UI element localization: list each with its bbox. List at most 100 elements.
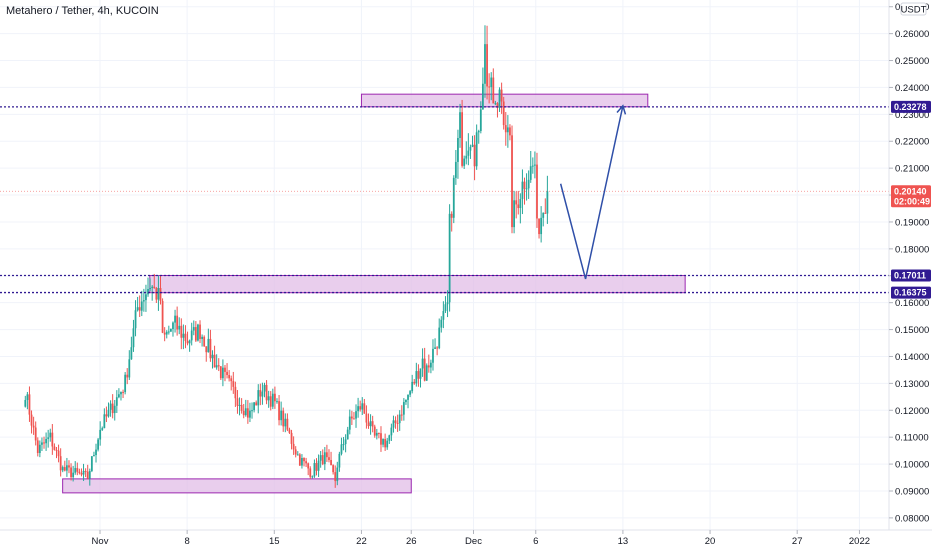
candle-down — [51, 432, 54, 447]
candle-up — [519, 199, 522, 209]
price-zone — [149, 274, 686, 294]
candle-up — [344, 439, 347, 445]
candle-up — [527, 179, 530, 189]
candle-down — [219, 366, 222, 379]
price-tick-label: 0.18000 — [895, 244, 929, 255]
candle-down — [155, 288, 158, 300]
candle-up — [479, 109, 482, 132]
candle-down — [199, 324, 201, 339]
price-tick-label: 0.16000 — [895, 298, 929, 309]
candle-down — [236, 398, 239, 406]
time-axis[interactable]: Nov 8 15 22 26 Dec 6 13 20 27 2022 — [92, 530, 870, 547]
candle-up — [47, 437, 50, 439]
candle-up — [434, 347, 436, 349]
candle-up — [392, 420, 395, 428]
time-tick-label: 20 — [705, 536, 716, 547]
candle-up — [24, 399, 27, 407]
candle-up — [425, 365, 428, 381]
candle-up — [402, 402, 405, 415]
candle-down — [288, 429, 291, 433]
candle-up — [469, 146, 472, 151]
candle-down — [321, 455, 324, 465]
candle-down — [228, 375, 231, 379]
candle-up — [513, 200, 515, 228]
candle-down — [450, 213, 453, 218]
countdown-label: 02:00:49 — [894, 196, 930, 206]
candle-down — [367, 422, 370, 427]
candle-up — [174, 315, 176, 323]
candle-down — [70, 467, 72, 478]
currency-unit-box[interactable] — [900, 2, 927, 16]
candle-down — [274, 393, 276, 402]
price-badge-label: 0.20140 — [894, 186, 927, 196]
candle-up — [251, 410, 253, 412]
candle-up — [482, 83, 484, 110]
candle-down — [209, 338, 212, 359]
candle-up — [142, 300, 145, 302]
candle-up — [342, 444, 345, 446]
candle-down — [353, 418, 355, 420]
candle-up — [90, 456, 93, 472]
time-tick-label: 8 — [185, 536, 190, 547]
candle-up — [165, 331, 168, 335]
candle-down — [359, 406, 362, 410]
candle-down — [278, 401, 280, 421]
candle-up — [97, 439, 99, 450]
candle-up — [38, 444, 41, 454]
candle-down — [350, 416, 353, 419]
price-zone — [62, 478, 412, 494]
price-tick-label: 0.19000 — [895, 217, 929, 228]
candle-up — [253, 402, 255, 411]
candle-down — [126, 374, 129, 378]
candle-down — [326, 452, 328, 458]
candle-down — [378, 432, 380, 434]
candle-up — [419, 368, 422, 379]
candle-down — [413, 381, 416, 384]
candle-down — [536, 164, 538, 219]
candle-up — [82, 470, 85, 475]
candle-down — [161, 300, 164, 333]
candle-up — [101, 428, 104, 430]
price-badge-label: 0.16375 — [894, 288, 927, 298]
candle-down — [213, 354, 216, 368]
forecast-arrowhead — [616, 104, 627, 115]
candle-down — [309, 468, 312, 477]
candle-down — [509, 127, 511, 136]
candle-down — [255, 402, 258, 406]
candle-down — [502, 101, 505, 126]
price-axis[interactable]: 0.270000.260000.250000.240000.230000.220… — [889, 2, 929, 524]
candle-up — [386, 440, 389, 448]
candle-down — [36, 440, 39, 454]
candle-up — [296, 454, 299, 456]
price-tick-label: 0.08000 — [895, 513, 929, 524]
candle-down — [57, 450, 60, 457]
candle-down — [269, 396, 272, 407]
price-level-lines — [0, 106, 889, 294]
candle-down — [84, 470, 87, 472]
candle-down — [259, 390, 262, 397]
candle-up — [446, 302, 449, 305]
candle-up — [463, 158, 466, 166]
price-badge — [891, 286, 931, 299]
candle-up — [145, 294, 147, 301]
candle-up — [222, 367, 224, 379]
price-tick-label: 0.22000 — [895, 137, 929, 148]
candle-down — [330, 459, 332, 466]
candle-up — [257, 390, 260, 406]
candle-down — [76, 468, 79, 472]
candle-down — [461, 112, 463, 166]
candle-down — [363, 403, 366, 414]
candle-up — [280, 410, 283, 421]
candle-up — [301, 458, 303, 466]
candle-up — [211, 354, 214, 359]
candle-up — [382, 439, 384, 445]
candle-down — [523, 181, 526, 189]
candle-up — [430, 362, 432, 368]
candle-down — [184, 333, 187, 342]
candle-down — [63, 467, 66, 471]
candle-up — [170, 329, 172, 332]
candle-up — [134, 310, 137, 329]
candle-up — [319, 455, 322, 461]
candle-up — [93, 455, 95, 457]
